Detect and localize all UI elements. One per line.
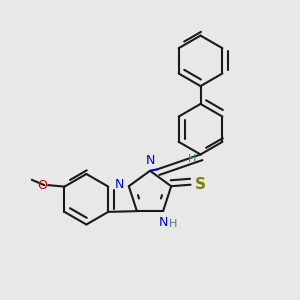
Text: N: N [145,154,155,167]
Text: N: N [158,216,168,229]
Text: S: S [195,177,206,192]
Text: H: H [188,154,196,164]
Text: H: H [169,220,177,230]
Text: O: O [37,178,47,192]
Text: N: N [115,178,124,191]
